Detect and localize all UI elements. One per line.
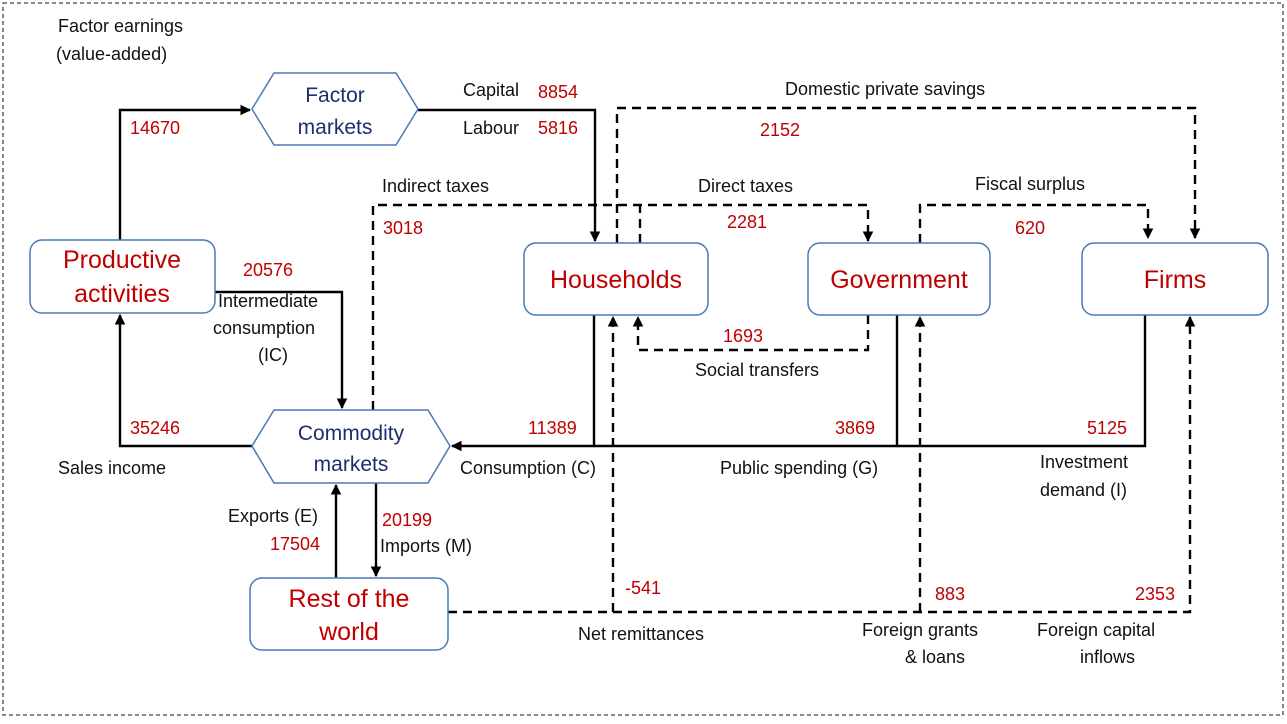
flow-label: Social transfers xyxy=(695,360,819,380)
flow-label: Domestic private savings xyxy=(785,79,985,99)
flow-label: Labour xyxy=(463,118,519,138)
flow-value: 11389 xyxy=(528,418,577,438)
flow-value: 2152 xyxy=(760,120,800,140)
node-label: Firms xyxy=(1144,266,1206,294)
flow-label: Factor earnings xyxy=(58,16,183,36)
arrow xyxy=(118,104,252,240)
node-label: Factor xyxy=(305,84,365,107)
flow-label: inflows xyxy=(1080,647,1135,667)
node-box xyxy=(29,239,216,314)
node-label: activities xyxy=(74,280,170,308)
flow-value: -541 xyxy=(625,578,661,598)
flow-label: (IC) xyxy=(258,345,288,365)
flow-label: & loans xyxy=(905,647,965,667)
arrow xyxy=(615,106,1201,243)
node-label: Rest of the xyxy=(289,585,410,613)
flow-label: Foreign grants xyxy=(862,620,978,640)
flow-label: Exports (E) xyxy=(228,506,318,526)
arrow xyxy=(918,203,1154,243)
arrow xyxy=(418,108,601,243)
market-hexagon xyxy=(251,72,419,146)
flow-label: Fiscal surplus xyxy=(975,174,1085,194)
node-box xyxy=(249,577,449,651)
flow-value: 20199 xyxy=(382,510,432,530)
flow-label: consumption xyxy=(213,318,315,338)
flow-label: Public spending (G) xyxy=(720,458,878,478)
flow-label: Foreign capital xyxy=(1037,620,1155,640)
arrow xyxy=(215,290,348,410)
flow-label: (value-added) xyxy=(56,44,167,64)
node-label: Government xyxy=(830,266,968,294)
arrow xyxy=(897,315,1147,448)
flow-value: 5125 xyxy=(1087,418,1127,438)
node-label: Productive xyxy=(63,246,181,274)
flow-label: Direct taxes xyxy=(698,176,793,196)
flow-value: 20576 xyxy=(243,260,293,280)
flow-value: 14670 xyxy=(130,118,180,138)
arrow xyxy=(114,313,252,448)
flow-label: demand (I) xyxy=(1040,480,1127,500)
flow-label: Capital xyxy=(463,80,519,100)
flow-value: 17504 xyxy=(270,534,320,554)
market-hexagon xyxy=(251,409,451,484)
flow-label: Sales income xyxy=(58,458,166,478)
flow-value: 883 xyxy=(935,584,965,604)
node-label: Households xyxy=(550,266,682,294)
flow-value: 35246 xyxy=(130,418,180,438)
node-label: markets xyxy=(298,116,373,139)
flow-label: Net remittances xyxy=(578,624,704,644)
flow-label: Consumption (C) xyxy=(460,458,596,478)
flow-label: Investment xyxy=(1040,452,1128,472)
flow-value: 620 xyxy=(1015,218,1045,238)
node-label: Commodity xyxy=(298,422,405,445)
flow-value: 5816 xyxy=(538,118,578,138)
node-label: world xyxy=(318,618,379,646)
node-box xyxy=(807,242,991,316)
arrow xyxy=(448,315,1196,614)
flow-label: Indirect taxes xyxy=(382,176,489,196)
flow-value: 2353 xyxy=(1135,584,1175,604)
flow-value: 3018 xyxy=(383,218,423,238)
flow-label: Intermediate xyxy=(218,291,318,311)
node-box xyxy=(1081,242,1269,316)
node-box xyxy=(523,242,709,316)
node-label: markets xyxy=(314,453,389,476)
arrow xyxy=(371,203,874,410)
flow-value: 2281 xyxy=(727,212,767,232)
arrow xyxy=(632,315,870,352)
flow-value: 8854 xyxy=(538,82,578,102)
flow-value: 3869 xyxy=(835,418,875,438)
flow-value: 1693 xyxy=(723,326,763,346)
flow-label: Imports (M) xyxy=(380,536,472,556)
